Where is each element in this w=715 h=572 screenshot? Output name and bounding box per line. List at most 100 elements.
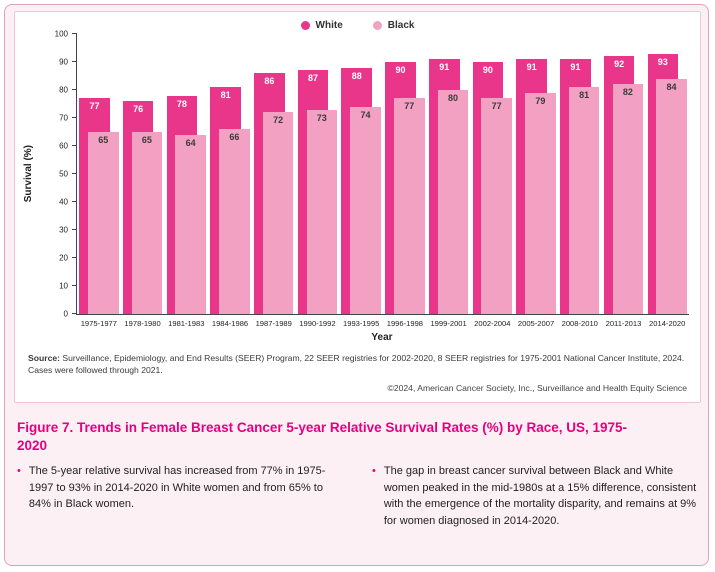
bar-group: 91 81 2008-2010 xyxy=(558,34,602,328)
bar-black: 74 xyxy=(350,106,381,314)
y-tick-mark xyxy=(72,229,77,230)
y-tick-label: 100 xyxy=(54,29,68,39)
bullet-column-right: • The gap in breast cancer survival betw… xyxy=(372,463,701,529)
bar-value-white: 76 xyxy=(133,104,144,115)
bar-group: 86 72 1987-1989 xyxy=(252,34,296,328)
bullet-text: The gap in breast cancer survival betwee… xyxy=(383,465,697,527)
x-tick-label: 2011-2013 xyxy=(605,319,642,328)
bar-group: 92 82 2011-2013 xyxy=(602,34,646,328)
x-tick-label: 1981-1983 xyxy=(168,319,205,328)
bar-black: 84 xyxy=(656,78,687,314)
bullet-text: The 5-year relative survival has increas… xyxy=(28,465,326,510)
bar-value-black: 79 xyxy=(535,95,546,106)
bar-value-black: 72 xyxy=(273,115,284,126)
y-tick-label: 20 xyxy=(59,253,68,263)
x-tick-label: 1978-1980 xyxy=(124,319,161,328)
x-tick-label: 2008-2010 xyxy=(561,319,598,328)
bar-group: 87 73 1990-1992 xyxy=(296,34,340,328)
bar-value-black: 84 xyxy=(666,81,677,92)
bar-value-white: 81 xyxy=(220,90,231,101)
bar-group: 88 74 1993-1995 xyxy=(339,34,383,328)
bar-black: 81 xyxy=(568,87,600,314)
x-tick-label: 1993-1995 xyxy=(343,319,380,328)
bar-value-black: 73 xyxy=(316,112,327,123)
bar-group: 91 80 1999-2001 xyxy=(427,34,471,328)
x-tick-label: 1999-2001 xyxy=(430,319,467,328)
bar-group: 81 66 1984-1986 xyxy=(208,34,252,328)
y-tick-mark xyxy=(72,145,77,146)
bar-value-white: 93 xyxy=(657,56,668,67)
chart-card: White Black Survival (%) 0 10 20 30 40 50 60 70… xyxy=(14,11,701,403)
bar-value-white: 78 xyxy=(176,98,187,109)
bar-value-white: 90 xyxy=(482,65,493,75)
bar-black: 65 xyxy=(87,132,119,314)
x-axis-label: Year xyxy=(371,332,393,343)
figure-title: Figure 7. Trends in Female Breast Cancer… xyxy=(17,420,628,453)
bar-black: 73 xyxy=(306,109,338,314)
bar-value-black: 74 xyxy=(360,109,371,120)
report-page: White Black Survival (%) 0 10 20 30 40 50 60 70… xyxy=(4,4,709,566)
legend-item-black: Black xyxy=(372,20,415,31)
y-tick-mark xyxy=(72,33,77,34)
y-tick-mark xyxy=(72,257,77,258)
bar-group: 90 77 2002-2004 xyxy=(470,34,514,328)
bar-black: 65 xyxy=(131,132,163,314)
y-tick-label: 30 xyxy=(59,225,68,235)
bullet-column-left: • The 5-year relative survival has incre… xyxy=(17,463,346,529)
bar-value-white: 91 xyxy=(526,62,537,73)
y-tick-mark xyxy=(72,173,77,174)
y-tick-mark xyxy=(72,201,77,202)
bar-value-white: 87 xyxy=(308,73,319,84)
bar-value-black: 77 xyxy=(491,101,502,112)
bar-value-white: 86 xyxy=(264,76,275,87)
bar-value-black: 65 xyxy=(98,135,109,145)
bar-value-black: 64 xyxy=(185,137,196,148)
x-tick-label: 1975-1977 xyxy=(80,319,118,328)
bar-value-white: 90 xyxy=(395,65,406,75)
y-tick-label: 60 xyxy=(59,141,68,151)
bar-value-white: 91 xyxy=(439,62,450,73)
x-tick-label: 2005-2007 xyxy=(517,319,555,328)
x-tick-label: 1996-1998 xyxy=(386,319,424,328)
legend-item-white: White xyxy=(300,20,343,31)
key-points: • The 5-year relative survival has incre… xyxy=(17,463,701,529)
bar-group: 91 79 2005-2007 xyxy=(514,34,558,328)
bullet-item: • The 5-year relative survival has incre… xyxy=(17,463,346,513)
bar-group: 76 65 1978-1980 xyxy=(121,34,165,328)
y-tick-mark xyxy=(72,117,77,118)
y-tick-label: 0 xyxy=(63,309,68,319)
y-axis-ticks: 0 10 20 30 40 50 60 70 80 90 100 xyxy=(15,30,71,319)
source-note: Source: Surveillance, Epidemiology, and … xyxy=(28,352,688,376)
y-tick-mark xyxy=(72,285,77,286)
y-tick-label: 70 xyxy=(59,113,68,123)
bar-black: 82 xyxy=(612,84,644,314)
y-tick-label: 90 xyxy=(59,57,68,67)
bar-value-black: 66 xyxy=(229,132,240,143)
legend-label-black: Black xyxy=(387,20,415,31)
bar-black: 77 xyxy=(393,98,425,314)
x-tick-label: 2014-2020 xyxy=(649,319,686,328)
bar-black: 77 xyxy=(481,98,512,314)
x-tick-label: 2002-2004 xyxy=(474,319,511,328)
bar-value-black: 82 xyxy=(622,87,633,98)
bar-group: 78 64 1981-1983 xyxy=(164,34,208,328)
bar-value-black: 80 xyxy=(447,93,458,103)
chart-legend: White Black xyxy=(15,20,700,31)
y-tick-label: 50 xyxy=(59,169,68,179)
x-tick-label: 1990-1992 xyxy=(299,319,336,328)
bar-value-white: 77 xyxy=(89,101,100,112)
bullet-item: • The gap in breast cancer survival betw… xyxy=(372,463,701,529)
y-tick-label: 40 xyxy=(59,197,68,207)
legend-swatch-white xyxy=(300,21,310,30)
y-tick-mark xyxy=(72,61,77,62)
x-tick-label: 1984-1986 xyxy=(211,319,249,328)
bar-black: 72 xyxy=(262,112,294,314)
legend-label-white: White xyxy=(315,20,343,31)
bar-black: 64 xyxy=(175,134,206,314)
source-text: Surveillance, Epidemiology, and End Resu… xyxy=(28,353,685,376)
bar-value-white: 91 xyxy=(570,62,581,73)
bar-black: 79 xyxy=(525,92,556,314)
y-tick-mark xyxy=(72,89,77,90)
legend-swatch-black xyxy=(372,21,382,30)
bullet-icon: • xyxy=(17,465,21,477)
